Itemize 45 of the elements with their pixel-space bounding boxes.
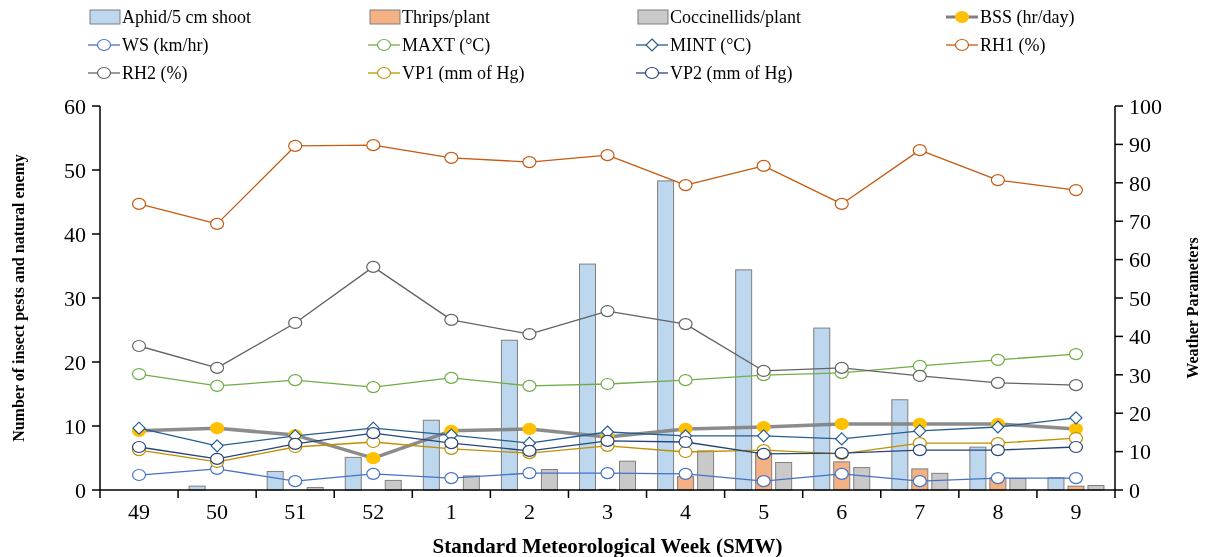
x-tick-label: 50 — [206, 499, 229, 524]
y2-tick-label: 20 — [1129, 400, 1151, 426]
legend-label: Thrips/plant — [402, 7, 490, 28]
y2-tick-label: 10 — [1129, 439, 1151, 465]
x-tick-label: 49 — [128, 499, 151, 524]
y-tick-label: 60 — [64, 93, 86, 119]
x-tick-label: 7 — [914, 499, 926, 524]
x-tick-label: 3 — [602, 499, 613, 524]
y2-tick-label: 50 — [1129, 285, 1151, 311]
y2-tick-label: 40 — [1129, 324, 1151, 350]
y2-tick-label: 70 — [1129, 208, 1151, 234]
x-tick-label: 4 — [680, 499, 692, 524]
x-tick-label: 52 — [362, 499, 385, 524]
y2-tick-label: 0 — [1129, 477, 1140, 503]
y-tick-label: 50 — [64, 157, 86, 183]
legend-label: WS (km/hr) — [122, 35, 209, 57]
y-axis-title: Number of insect pests and natural enemy — [10, 154, 28, 442]
y2-tick-label: 100 — [1129, 93, 1162, 119]
y2-tick-label: 80 — [1129, 170, 1151, 196]
x-tick-label: 9 — [1070, 499, 1082, 524]
x-tick-label: 5 — [758, 499, 770, 524]
legend-label: Aphid/5 cm shoot — [122, 7, 251, 28]
legend-label: VP2 (mm of Hg) — [670, 63, 793, 85]
legend-label: BSS (hr/day) — [980, 7, 1075, 29]
legend-label: MINT (°C) — [670, 35, 752, 57]
x-axis-title: Standard Meteorological Week (SMW) — [432, 534, 783, 557]
y2-tick-label: 90 — [1129, 132, 1151, 158]
y2-tick-label: 30 — [1129, 362, 1151, 388]
legend-label: Coccinellids/plant — [670, 7, 801, 28]
x-tick-label: 51 — [284, 499, 307, 524]
x-tick-label: 1 — [445, 499, 457, 524]
y2-tick-label: 60 — [1129, 247, 1151, 273]
x-tick-label: 8 — [992, 499, 1004, 524]
y-tick-label: 40 — [64, 221, 86, 247]
x-tick-label: 2 — [523, 499, 535, 524]
legend-label: RH2 (%) — [122, 63, 188, 85]
y2-axis-title: Weather Parameters — [1184, 237, 1201, 379]
y-tick-label: 0 — [75, 477, 86, 503]
x-tick-label: 6 — [836, 499, 848, 524]
legend-label: RH1 (%) — [980, 35, 1046, 57]
legend-label: VP1 (mm of Hg) — [402, 63, 525, 85]
y-tick-label: 30 — [64, 285, 86, 311]
y-tick-label: 20 — [64, 349, 86, 375]
legend-label: MAXT (°C) — [402, 35, 491, 57]
y-tick-label: 10 — [64, 413, 86, 439]
